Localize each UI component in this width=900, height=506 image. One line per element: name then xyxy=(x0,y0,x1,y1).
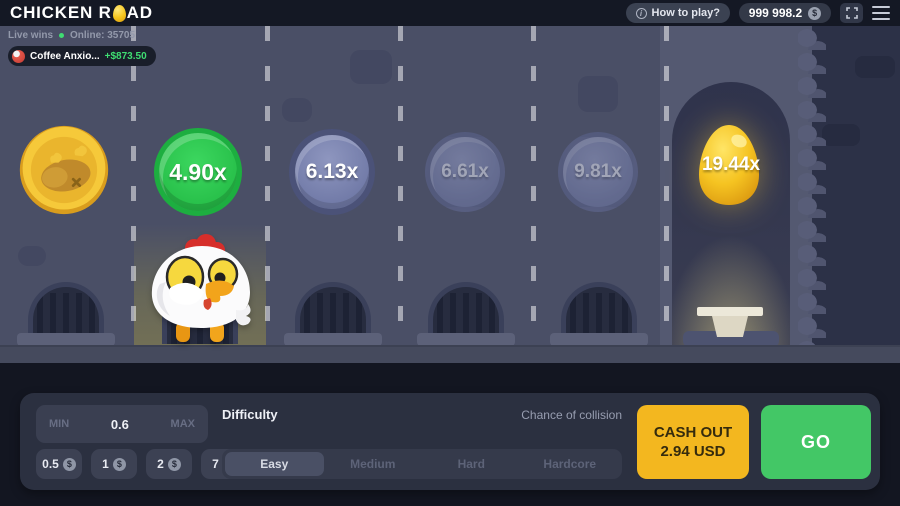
chip-label: 1 xyxy=(102,457,109,471)
control-panel: MIN 0.6 MAX 0.5 $ 1 $ 2 $ 7 $ Difficulty… xyxy=(20,393,880,490)
collected-multiplier-coin xyxy=(18,124,110,216)
lane-divider xyxy=(531,26,536,345)
info-icon: i xyxy=(635,7,647,19)
multiplier-upcoming: 6.13x xyxy=(289,129,375,215)
cash-out-amount: 2.94 USD xyxy=(660,443,726,460)
fullscreen-button[interactable] xyxy=(840,3,863,23)
road-patch xyxy=(578,76,618,112)
road-patch xyxy=(282,98,312,122)
dollar-coin-icon: $ xyxy=(62,457,76,471)
logo-egg-icon xyxy=(112,4,126,22)
online-dot-icon xyxy=(59,33,65,38)
live-wins-header: Live wins Online: 35705 xyxy=(8,30,156,41)
road-curb xyxy=(0,345,900,363)
chip-button-2[interactable]: 2 $ xyxy=(146,449,192,479)
multiplier-value: 6.13x xyxy=(305,160,359,183)
bet-amount-control: MIN 0.6 MAX xyxy=(36,405,208,443)
live-win-item: Coffee Anxio... +$873.50 xyxy=(8,46,156,66)
cash-out-label: CASH OUT xyxy=(653,423,733,441)
grate-ledge xyxy=(284,333,382,346)
difficulty-label: Difficulty xyxy=(222,407,278,422)
tab-easy[interactable]: Easy xyxy=(225,452,324,476)
lane-divider xyxy=(398,26,403,345)
multiplier-value: 4.90x xyxy=(169,158,227,185)
chip-label: 2 xyxy=(157,457,164,471)
chicken-character xyxy=(140,232,262,345)
egg-pedestal xyxy=(697,307,763,337)
chip-button-0.5[interactable]: 0.5 $ xyxy=(36,449,82,479)
chip-label: 7 xyxy=(212,457,219,471)
grate-ledge xyxy=(550,333,648,346)
how-to-play-label: How to play? xyxy=(651,7,720,19)
lane-divider xyxy=(131,26,136,345)
pedestal-rim xyxy=(697,307,763,316)
player-avatar xyxy=(12,49,25,63)
stone-edge xyxy=(798,26,826,363)
chip-button-1[interactable]: 1 $ xyxy=(91,449,137,479)
player-name: Coffee Anxio... xyxy=(30,50,100,62)
multiplier-value: 9.81x xyxy=(574,161,622,182)
pedestal-stem xyxy=(712,316,748,337)
game-field: 4.90x 6.13x 6.61x 9.81x xyxy=(0,26,900,363)
logo-text-right: AD xyxy=(126,3,153,22)
chance-of-collision-label: Chance of collision xyxy=(521,408,622,422)
roast-chicken-coin-icon xyxy=(19,125,109,215)
live-wins-label: Live wins xyxy=(8,30,54,41)
cash-out-button[interactable]: CASH OUT 2.94 USD xyxy=(637,405,749,479)
app-logo: CHICKEN R AD xyxy=(10,3,153,23)
live-wins-bar: Live wins Online: 35705 Coffee Anxio... … xyxy=(8,30,156,68)
golden-egg-icon xyxy=(699,125,759,205)
go-button[interactable]: GO xyxy=(761,405,871,479)
balance-display: 999 998.2 $ xyxy=(739,3,831,23)
currency-coin-icon: $ xyxy=(808,6,822,20)
dollar-coin-icon: $ xyxy=(112,457,126,471)
top-bar-actions: i How to play? 999 998.2 $ xyxy=(625,3,890,23)
tab-hardcore[interactable]: Hardcore xyxy=(543,457,597,471)
online-count: Online: 35705 xyxy=(70,30,136,41)
bet-amount-value[interactable]: 0.6 xyxy=(110,416,129,432)
bet-min-button[interactable]: MIN xyxy=(49,418,70,430)
menu-button[interactable] xyxy=(872,6,890,20)
how-to-play-button[interactable]: i How to play? xyxy=(625,3,730,23)
road-patch xyxy=(350,50,392,84)
chip-label: 0.5 xyxy=(42,457,59,471)
finish-arch xyxy=(672,82,790,345)
grate-ledge xyxy=(417,333,515,346)
multiplier-upcoming: 9.81x xyxy=(558,132,638,212)
multiplier-value: 19.44x xyxy=(701,154,761,175)
bet-chip-buttons: 0.5 $ 1 $ 2 $ 7 $ xyxy=(36,449,247,479)
logo-text-left: CHICKEN R xyxy=(10,3,112,22)
wall-patch xyxy=(855,56,895,78)
difficulty-tabs: Easy Medium Hard Hardcore xyxy=(222,449,622,479)
chicken-icon xyxy=(151,234,251,342)
golden-egg xyxy=(697,123,761,207)
wall-patch xyxy=(822,124,860,146)
go-label: GO xyxy=(800,431,831,452)
side-wall xyxy=(812,26,900,363)
road-patch xyxy=(18,246,46,266)
lane-divider xyxy=(664,26,669,345)
balance-value: 999 998.2 xyxy=(748,6,803,20)
player-win-amount: +$873.50 xyxy=(104,50,147,62)
bet-max-button[interactable]: MAX xyxy=(170,418,195,430)
tab-hard[interactable]: Hard xyxy=(457,457,485,471)
lane-divider xyxy=(265,26,270,345)
multiplier-value: 6.61x xyxy=(441,161,489,182)
menu-icon xyxy=(872,6,890,8)
dollar-coin-icon: $ xyxy=(167,457,181,471)
fullscreen-icon xyxy=(845,7,858,19)
pedestal-base xyxy=(683,331,779,347)
multiplier-active: 4.90x xyxy=(154,128,242,216)
multiplier-upcoming: 6.61x xyxy=(425,132,505,212)
tab-medium[interactable]: Medium xyxy=(350,457,396,471)
top-bar: CHICKEN R AD i How to play? 999 998.2 $ xyxy=(0,0,900,26)
grate-ledge xyxy=(17,333,115,346)
